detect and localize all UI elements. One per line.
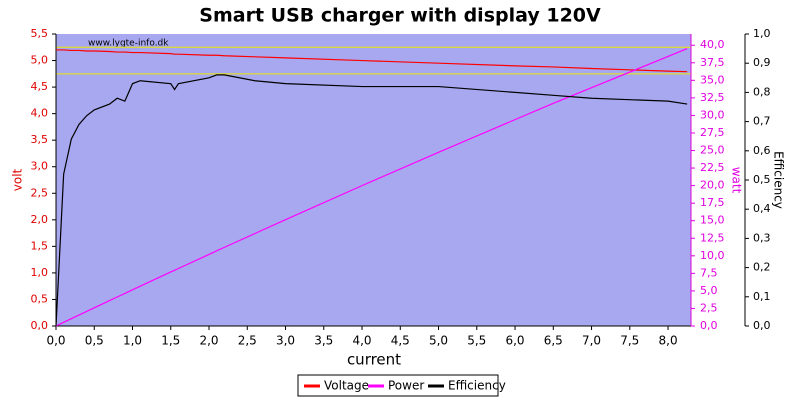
y2-axis-label: watt — [730, 167, 744, 194]
y2-tick-label: 40,0 — [700, 38, 725, 51]
y-tick-label: 2,5 — [31, 186, 49, 199]
y2-tick-label: 35,0 — [700, 73, 725, 86]
y3-tick-label: 0,0 — [753, 319, 771, 332]
x-tick-label: 6,5 — [544, 334, 563, 348]
x-tick-label: 7,5 — [620, 334, 639, 348]
y2-tick-label: 5,0 — [700, 284, 718, 297]
y2-tick-label: 32,5 — [700, 91, 725, 104]
y3-tick-label: 0,6 — [753, 144, 771, 157]
chart-title: Smart USB charger with display 120V — [199, 5, 601, 27]
y3-tick-label: 1,0 — [753, 27, 771, 40]
x-tick-label: 6,0 — [505, 334, 524, 348]
x-tick-label: 4,5 — [391, 334, 410, 348]
y-tick-label: 5,5 — [31, 27, 49, 40]
y2-tick-label: 37,5 — [700, 56, 725, 69]
y2-tick-label: 7,5 — [700, 266, 718, 279]
x-tick-label: 2,5 — [238, 334, 257, 348]
y2-tick-label: 25,0 — [700, 144, 725, 157]
y3-tick-label: 0,1 — [753, 290, 771, 303]
y2-tick-label: 22,5 — [700, 161, 725, 174]
y-tick-label: 3,5 — [31, 133, 49, 146]
legend-box — [297, 374, 499, 397]
x-tick-label: 8,0 — [659, 334, 678, 348]
y3-tick-label: 0,9 — [753, 56, 771, 69]
y-axis-label: volt — [11, 168, 25, 191]
y3-tick-label: 0,8 — [753, 85, 771, 98]
y3-tick-label: 0,7 — [753, 115, 771, 128]
x-tick-label: 7,0 — [582, 334, 601, 348]
y2-tick-label: 12,5 — [700, 231, 725, 244]
y2-tick-label: 30,0 — [700, 108, 725, 121]
y3-tick-label: 0,2 — [753, 261, 771, 274]
legend-label: Power — [388, 379, 424, 393]
y-tick-label: 1,0 — [31, 266, 49, 279]
x-tick-label: 1,5 — [161, 334, 180, 348]
y2-tick-label: 10,0 — [700, 249, 725, 262]
legend-label: Efficiency — [448, 379, 506, 393]
y-tick-label: 5,0 — [31, 54, 49, 67]
x-tick-label: 3,0 — [276, 334, 295, 348]
y-tick-label: 0,0 — [31, 319, 49, 332]
y3-tick-label: 0,5 — [753, 173, 771, 186]
y-tick-label: 4,0 — [31, 107, 49, 120]
y2-tick-label: 15,0 — [700, 214, 725, 227]
y2-tick-label: 20,0 — [700, 179, 725, 192]
y-tick-label: 3,0 — [31, 160, 49, 173]
x-tick-label: 4,0 — [352, 334, 371, 348]
y-tick-label: 1,5 — [31, 239, 49, 252]
x-tick-label: 5,5 — [467, 334, 486, 348]
y2-tick-label: 0,0 — [700, 319, 718, 332]
x-tick-label: 2,0 — [199, 334, 218, 348]
legend: Voltage Power Efficiency — [297, 374, 506, 397]
y2-tick-label: 2,5 — [700, 301, 718, 314]
x-tick-label: 0,0 — [46, 334, 65, 348]
x-tick-label: 3,5 — [314, 334, 333, 348]
x-axis-label: current — [347, 351, 401, 369]
series-line — [55, 48, 688, 327]
y-tick-label: 2,0 — [31, 213, 49, 226]
x-tick-label: 5,0 — [429, 334, 448, 348]
series-line — [56, 49, 688, 73]
y-tick-label: 0,5 — [31, 292, 49, 305]
y3-tick-label: 0,3 — [753, 231, 771, 244]
y-tick-label: 4,5 — [31, 80, 49, 93]
x-tick-label: 1,0 — [123, 334, 142, 348]
series-line — [55, 74, 688, 327]
legend-label: Voltage — [324, 379, 369, 393]
x-tick-label: 0,5 — [85, 334, 104, 348]
y2-tick-label: 27,5 — [700, 126, 725, 139]
y3-axis-label: Efficiency — [772, 151, 786, 209]
watermark: www.lygte-info.dk — [88, 39, 169, 49]
y2-tick-label: 17,5 — [700, 196, 725, 209]
y3-tick-label: 0,4 — [753, 202, 771, 215]
